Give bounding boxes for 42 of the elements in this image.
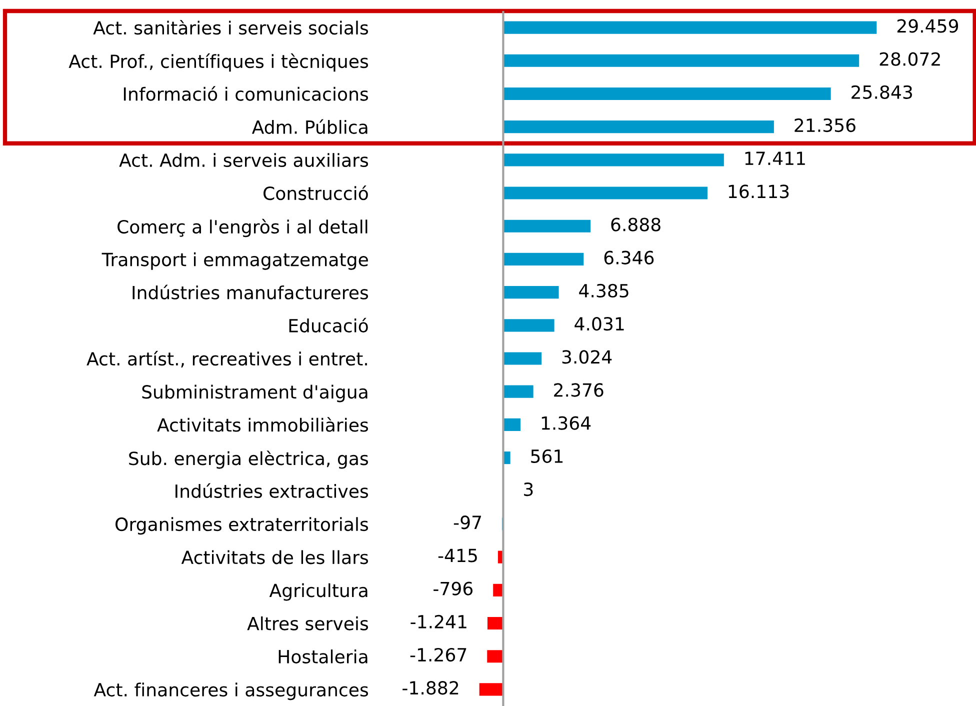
data-label: 3 bbox=[524, 482, 533, 496]
y-tick-label: Indústries manufactureres bbox=[132, 284, 368, 300]
data-label: -1.267 bbox=[410, 648, 466, 662]
data-label: 1.364 bbox=[542, 416, 591, 430]
data-label: 25.843 bbox=[852, 85, 912, 99]
y-tick-label: Informació i comunicacions bbox=[124, 86, 368, 101]
data-label: 2.376 bbox=[554, 383, 604, 397]
data-label: 4.385 bbox=[579, 284, 628, 298]
y-tick-label: Agricultura bbox=[269, 583, 368, 601]
y-tick-label: Act. Prof., científiques i tècniques bbox=[68, 53, 368, 72]
y-tick-label: Construcció bbox=[264, 185, 368, 200]
data-label: -796 bbox=[434, 582, 473, 596]
y-tick-label: Organismes extraterritorials bbox=[116, 517, 368, 535]
y-tick-label: Educació bbox=[289, 318, 368, 333]
y-tick-label: Sub. energia elèctrica, gas bbox=[129, 450, 368, 469]
y-tick-label: Activitats de les llars bbox=[181, 550, 368, 564]
data-label: 29.459 bbox=[897, 19, 958, 33]
data-label: 21.356 bbox=[794, 118, 856, 132]
y-tick-label: Transport i emmagatzematge bbox=[102, 252, 368, 270]
data-label: -1.241 bbox=[410, 614, 466, 628]
data-label: 6.346 bbox=[604, 250, 654, 264]
y-tick-label: Act. artíst., recreatives i entret. bbox=[86, 350, 367, 368]
data-label: 17.411 bbox=[745, 152, 805, 165]
data-label: 6.888 bbox=[611, 218, 660, 232]
y-tick-label: Act. sanitàries i serveis socials bbox=[93, 20, 368, 35]
data-label: 28.072 bbox=[880, 52, 940, 66]
data-label: -97 bbox=[454, 516, 481, 530]
y-tick-label: Hostaleria bbox=[278, 649, 368, 664]
data-label: 3.024 bbox=[562, 350, 612, 364]
y-tick-label: Comerç a l'engròs i al detall bbox=[118, 218, 368, 238]
data-label: -1.882 bbox=[402, 681, 458, 695]
y-tick-label: Activitats immobiliàries bbox=[157, 417, 368, 432]
data-label: 16.113 bbox=[728, 184, 789, 198]
y-tick-label: Act. Adm. i serveis auxiliars bbox=[119, 153, 368, 168]
y-tick-label: Indústries extractives bbox=[176, 483, 368, 498]
data-label: 561 bbox=[531, 449, 563, 464]
y-tick-label: Act. financeres i assegurances bbox=[94, 682, 368, 700]
y-tick-label: Altres serveis bbox=[247, 616, 368, 630]
data-label: 4.031 bbox=[574, 316, 624, 331]
data-label: -415 bbox=[438, 548, 477, 562]
y-tick-label: Adm. Pública bbox=[252, 119, 368, 134]
y-tick-label: Subministrament d'aigua bbox=[142, 384, 368, 402]
